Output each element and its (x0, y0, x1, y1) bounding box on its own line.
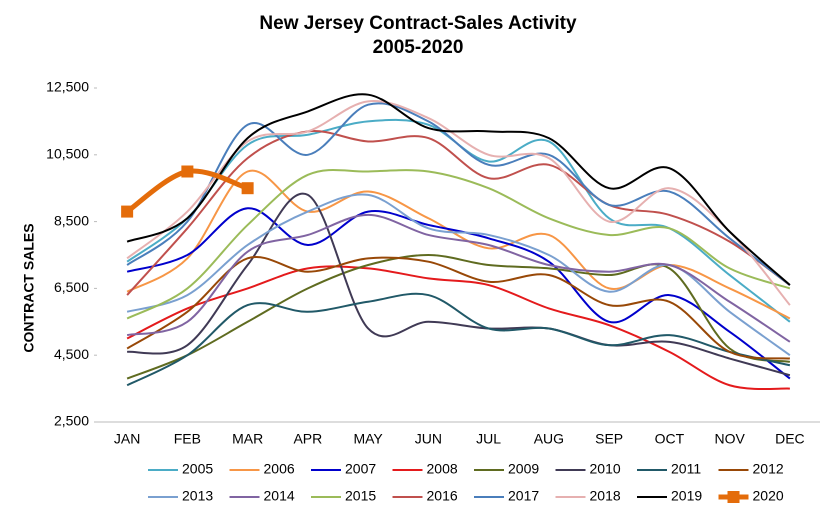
y-tick-label: 4,500 (54, 346, 89, 362)
chart-subtitle: 2005-2020 (373, 37, 464, 58)
y-tick-label: 10,500 (46, 146, 89, 162)
chart-title: New Jersey Contract-Sales Activity (259, 13, 577, 34)
legend-label: 2009 (508, 461, 539, 477)
x-tick-label: MAY (353, 431, 383, 447)
series-line (126, 253, 791, 380)
x-tick-label: OCT (655, 431, 685, 447)
y-axis-label: CONTRACT SALES (21, 223, 37, 352)
x-tick-label: DEC (775, 431, 805, 447)
series-marker (241, 182, 254, 195)
x-tick-label: MAR (232, 431, 263, 447)
legend-label: 2012 (753, 461, 784, 477)
series-line (126, 102, 791, 286)
x-tick-label: APR (293, 431, 322, 447)
legend-marker (727, 491, 740, 503)
series-line (126, 130, 791, 296)
legend-label: 2011 (671, 461, 701, 477)
series-line (127, 192, 791, 377)
series-marker (181, 165, 194, 178)
legend-label: 2006 (264, 461, 295, 477)
x-tick-label: JUN (415, 431, 442, 447)
legend-label: 2018 (590, 488, 621, 504)
x-tick-label: FEB (174, 431, 201, 447)
y-tick-label: 6,500 (54, 279, 89, 295)
series-line (126, 256, 790, 360)
series-marker (121, 205, 134, 218)
series-line (126, 169, 791, 320)
x-tick-label: AUG (534, 431, 564, 447)
series-line (126, 292, 791, 387)
legend-label: 2007 (345, 461, 376, 477)
legend-label: 2015 (345, 488, 376, 504)
series-line (126, 265, 790, 391)
legend-label: 2008 (427, 461, 458, 477)
x-tick-label: JAN (114, 431, 140, 447)
legend-label: 2013 (182, 488, 213, 504)
y-tick-label: 12,500 (46, 79, 89, 95)
x-tick-label: NOV (714, 431, 745, 447)
legend-label: 2019 (671, 488, 702, 504)
legend-label: 2010 (590, 461, 621, 477)
x-tick-label: SEP (595, 431, 623, 447)
legend-label: 2016 (427, 488, 458, 504)
series-line (126, 207, 791, 380)
series-line (126, 93, 791, 286)
legend-label: 2005 (182, 461, 213, 477)
legend-label: 2020 (753, 488, 784, 504)
series-line (126, 213, 791, 343)
y-tick-label: 2,500 (54, 413, 89, 429)
legend-label: 2017 (508, 488, 539, 504)
legend-label: 2014 (264, 488, 295, 504)
y-tick-label: 8,500 (54, 212, 89, 228)
x-tick-label: JUL (476, 431, 501, 447)
